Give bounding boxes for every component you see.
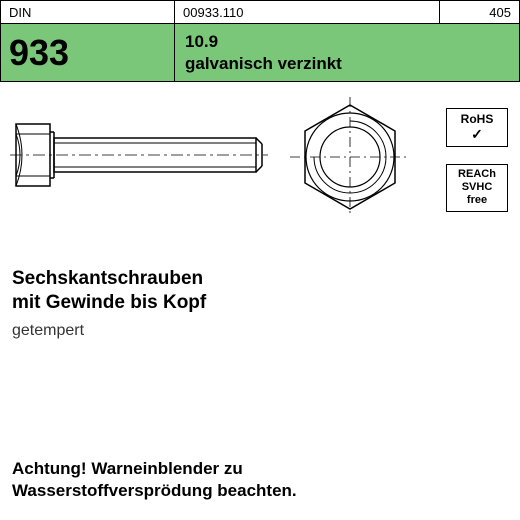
desc-subtitle: mit Gewinde bis Kopf: [12, 292, 206, 314]
header-row: DIN 00933.110 405: [0, 0, 520, 24]
reach-line1: REACh: [449, 168, 505, 181]
description-block: Sechskantschrauben mit Gewinde bis Kopf …: [12, 268, 206, 340]
strength-class: 10.9: [185, 32, 509, 52]
spec-cell: 10.9 galvanisch verzinkt: [175, 24, 520, 81]
rohs-label: RoHS: [449, 112, 505, 126]
desc-title: Sechskantschrauben: [12, 268, 206, 290]
reach-line2: SVHC: [449, 181, 505, 194]
standard-number: 933: [9, 32, 69, 74]
product-code: 00933.110: [183, 5, 244, 20]
din-label-cell: DIN: [0, 0, 175, 23]
hex-front-view: [290, 97, 410, 217]
reach-badge: REACh SVHC free: [446, 164, 508, 212]
green-spec-row: 933 10.9 galvanisch verzinkt: [0, 24, 520, 82]
page-number: 405: [489, 5, 511, 20]
num-cell: 405: [440, 0, 520, 23]
finish-label: galvanisch verzinkt: [185, 54, 509, 74]
bolt-side-view: [10, 102, 270, 212]
warning-line2: Wasserstoffversprödung beachten.: [12, 480, 297, 502]
desc-treatment: getempert: [12, 322, 206, 340]
check-icon: ✓: [449, 126, 505, 143]
din-label: DIN: [9, 5, 31, 20]
code-cell: 00933.110: [175, 0, 440, 23]
reach-line3: free: [449, 194, 505, 207]
warning-block: Achtung! Warneinblender zu Wasserstoffve…: [12, 458, 297, 502]
rohs-badge: RoHS ✓: [446, 108, 508, 147]
label-card: DIN 00933.110 405 933 10.9 galvanisch ve…: [0, 0, 520, 520]
drawing-area: RoHS ✓ REACh SVHC free: [0, 82, 520, 252]
warning-line1: Achtung! Warneinblender zu: [12, 458, 297, 480]
standard-number-cell: 933: [0, 24, 175, 81]
